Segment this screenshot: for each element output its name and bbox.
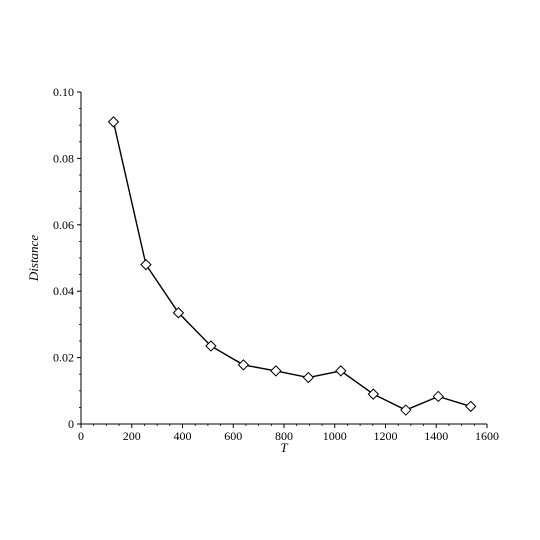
data-point <box>400 404 412 416</box>
data-point <box>107 116 120 128</box>
data-point <box>432 390 444 403</box>
y-ticks: 0 0.02 0.04 0.06 0.08 0.10 <box>53 85 81 431</box>
data-point <box>172 307 185 319</box>
x-ticks: 0 200 400 600 800 1000 1200 1400 1600 <box>78 424 499 443</box>
x-tick-label: 1000 <box>323 429 347 443</box>
x-tick-label: 800 <box>275 429 293 443</box>
y-axis-title: Distance <box>26 235 41 282</box>
y-axis: 0 0.02 0.04 0.06 0.08 0.10 Distance <box>26 85 82 431</box>
x-tick-label: 0 <box>78 429 84 443</box>
y-tick-label: 0.04 <box>53 284 74 298</box>
data-point <box>465 400 477 413</box>
x-tick-label: 1400 <box>424 429 448 443</box>
x-tick-label: 600 <box>224 429 242 443</box>
data-point <box>270 365 282 377</box>
x-tick-label: 400 <box>174 429 192 443</box>
x-tick-label: 200 <box>123 429 141 443</box>
x-tick-label: 1600 <box>475 429 499 443</box>
y-tick-label: 0.10 <box>53 85 74 99</box>
data-point <box>140 258 152 271</box>
y-tick-label: 0.06 <box>53 218 74 232</box>
y-tick-label: 0.08 <box>53 151 74 165</box>
data-point <box>367 388 380 400</box>
y-tick-label: 0 <box>68 417 74 431</box>
x-tick-label: 1200 <box>374 429 398 443</box>
x-axis: 0 200 400 600 800 1000 1200 1400 1600 T <box>78 423 499 455</box>
x-axis-title: T <box>280 440 288 455</box>
y-tick-label: 0.02 <box>53 351 74 365</box>
plot-series <box>107 116 477 416</box>
data-point <box>205 340 217 352</box>
data-point <box>302 371 315 384</box>
data-point <box>335 365 347 377</box>
series-line <box>112 121 471 411</box>
data-point <box>237 359 250 371</box>
